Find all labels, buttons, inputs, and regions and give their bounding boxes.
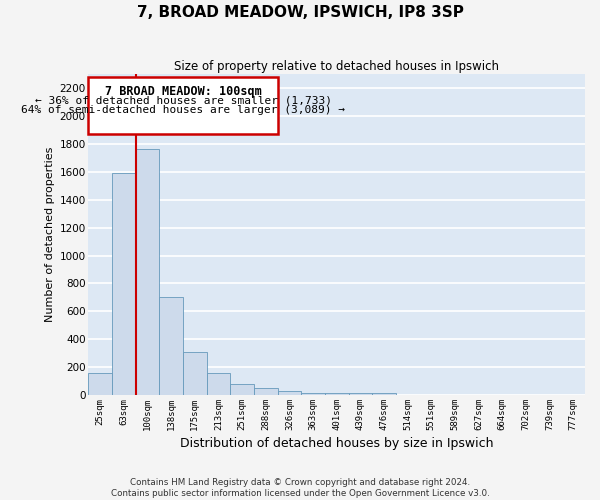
Text: 7, BROAD MEADOW, IPSWICH, IP8 3SP: 7, BROAD MEADOW, IPSWICH, IP8 3SP: [137, 5, 463, 20]
Bar: [88, 372, 112, 395]
Bar: [372, 393, 396, 395]
Text: 7 BROAD MEADOW: 100sqm: 7 BROAD MEADOW: 100sqm: [104, 84, 262, 98]
Bar: [183, 352, 206, 395]
Bar: [301, 392, 325, 395]
Bar: [254, 388, 278, 395]
Bar: [278, 391, 301, 395]
Bar: [325, 392, 349, 395]
Bar: [112, 173, 136, 395]
X-axis label: Distribution of detached houses by size in Ipswich: Distribution of detached houses by size …: [180, 437, 493, 450]
Y-axis label: Number of detached properties: Number of detached properties: [45, 147, 55, 322]
Bar: [160, 298, 183, 395]
Text: Contains HM Land Registry data © Crown copyright and database right 2024.
Contai: Contains HM Land Registry data © Crown c…: [110, 478, 490, 498]
Bar: [206, 374, 230, 395]
Text: ← 36% of detached houses are smaller (1,733): ← 36% of detached houses are smaller (1,…: [35, 95, 332, 105]
Bar: [230, 384, 254, 395]
Bar: [136, 150, 160, 395]
Title: Size of property relative to detached houses in Ipswich: Size of property relative to detached ho…: [174, 60, 499, 73]
Bar: [349, 392, 372, 395]
FancyBboxPatch shape: [88, 77, 278, 134]
Text: 64% of semi-detached houses are larger (3,089) →: 64% of semi-detached houses are larger (…: [21, 105, 345, 115]
